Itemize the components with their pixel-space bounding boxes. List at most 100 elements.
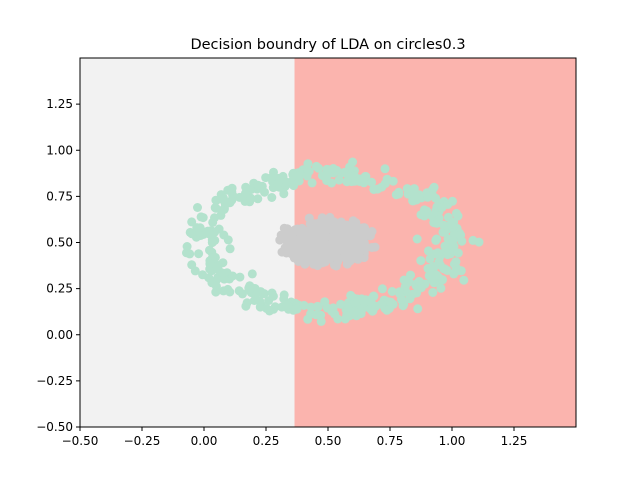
x-tick-label: 0.00: [191, 434, 218, 448]
scatter-point: [328, 164, 338, 173]
scatter-point: [369, 185, 379, 194]
scatter-point: [402, 184, 412, 194]
x-axis: −0.50 −0.25 0.00 0.25 0.50 0.75 1.00 1.25: [62, 427, 527, 448]
scatter-point: [425, 265, 435, 275]
x-tick-label: −0.50: [62, 434, 99, 448]
scatter-point: [354, 223, 364, 233]
scatter-point: [207, 238, 217, 248]
scatter-point: [279, 189, 289, 199]
scatter-point: [451, 257, 461, 267]
scatter-point: [321, 232, 331, 241]
scatter-point: [408, 289, 418, 299]
scatter-point: [368, 306, 378, 316]
scatter-point: [434, 257, 444, 267]
scatter-point: [413, 304, 423, 314]
x-tick-label: 0.25: [253, 434, 280, 448]
scatter-point: [194, 249, 204, 259]
scatter-point: [299, 300, 309, 310]
scatter-point: [387, 287, 397, 296]
scatter-point: [238, 289, 247, 299]
scatter-point: [334, 222, 343, 231]
scatter-point: [294, 171, 304, 181]
scatter-point: [302, 171, 312, 181]
scatter-point: [274, 178, 284, 188]
scatter-point: [439, 220, 449, 230]
scatter-point: [303, 159, 313, 169]
scatter-point: [187, 260, 197, 270]
scatter-point: [228, 271, 238, 281]
scatter-point: [193, 203, 202, 212]
scatter-point: [288, 305, 298, 315]
y-tick-label: −0.25: [36, 374, 73, 388]
scatter-point: [334, 175, 344, 185]
scatter-point: [327, 178, 337, 188]
scatter-point: [431, 249, 440, 259]
scatter-point: [451, 208, 461, 218]
scatter-point: [268, 291, 278, 301]
scatter-point: [453, 248, 463, 258]
scatter-point: [360, 172, 370, 181]
scatter-point: [406, 270, 415, 280]
scatter-point: [331, 249, 341, 259]
plot-area: [80, 58, 576, 427]
y-tick-label: 0.00: [46, 328, 73, 342]
scatter-point: [311, 161, 321, 171]
scatter-point: [289, 238, 299, 248]
scatter-point: [195, 223, 205, 233]
scatter-point: [257, 181, 267, 191]
scatter-point: [327, 306, 337, 316]
scatter-point: [217, 205, 227, 215]
scatter-point: [253, 287, 263, 297]
scatter-point: [299, 227, 309, 236]
scatter-point: [432, 234, 442, 244]
scatter-point: [225, 244, 235, 254]
y-tick-label: 0.25: [46, 282, 73, 296]
x-tick-label: 0.50: [315, 434, 342, 448]
scatter-point: [359, 296, 369, 306]
scatter-point: [261, 173, 271, 183]
scatter-point: [211, 287, 221, 297]
scatter-point: [208, 217, 218, 227]
scatter-point: [198, 213, 208, 223]
scatter-point: [432, 218, 442, 228]
scatter-point: [459, 275, 469, 285]
scatter-point: [340, 248, 350, 258]
scatter-point: [394, 189, 404, 199]
scatter-point: [345, 256, 355, 266]
scatter-point: [345, 233, 355, 243]
y-tick-label: 1.25: [46, 97, 73, 111]
scatter-point: [342, 177, 352, 187]
scatter-point: [343, 302, 353, 312]
y-tick-label: 1.00: [46, 143, 73, 157]
scatter-point: [308, 223, 318, 232]
scatter-point: [316, 251, 326, 261]
scatter-point: [416, 256, 426, 266]
scatter-point: [350, 171, 359, 181]
scatter-point: [382, 305, 392, 315]
y-tick-label: 0.75: [46, 189, 73, 203]
scatter-point: [412, 234, 422, 244]
scatter-point: [246, 194, 256, 204]
scatter-point: [428, 191, 438, 201]
scatter-point: [348, 157, 358, 167]
scatter-point: [456, 230, 466, 240]
scatter-point: [225, 287, 235, 297]
scatter-point: [244, 285, 254, 295]
scatter-point: [395, 287, 405, 297]
scatter-point: [218, 268, 228, 278]
scatter-point: [397, 295, 406, 304]
scatter-point: [227, 183, 237, 193]
scatter-point: [316, 316, 326, 326]
y-tick-label: −0.50: [36, 420, 73, 434]
scatter-point: [432, 270, 441, 280]
scatter-point: [416, 210, 426, 220]
scatter-point: [185, 249, 195, 259]
scatter-point: [436, 283, 446, 293]
scatter-point: [367, 177, 377, 187]
scatter-point: [309, 243, 319, 253]
scatter-point: [325, 223, 335, 233]
scatter-point: [303, 314, 313, 324]
scatter-point: [380, 164, 390, 174]
scatter-point: [370, 242, 380, 252]
